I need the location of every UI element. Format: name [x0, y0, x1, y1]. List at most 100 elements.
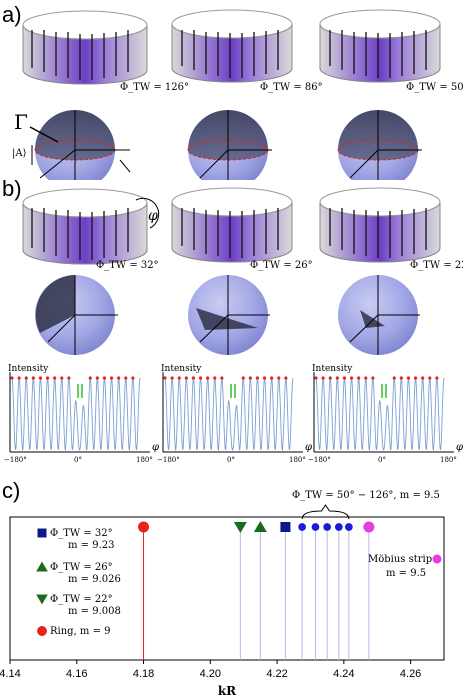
- data-point: [334, 523, 343, 660]
- intensity-peak: [277, 376, 281, 380]
- intensity-peak: [406, 376, 411, 380]
- intensity-peak: [170, 376, 174, 380]
- intensity-peak: [248, 376, 252, 380]
- intensity-peak: [45, 376, 50, 380]
- angle-b3: Φ_TW = 22°: [410, 260, 463, 271]
- intensity-xtick: 0°: [378, 456, 386, 464]
- panel-a-strips: [22, 9, 441, 180]
- panel-label-c: c): [2, 478, 21, 503]
- legend-entry: Φ_TW = 32°m = 9.23: [37, 528, 114, 551]
- intensity-peak: [213, 376, 217, 380]
- sphere-a1: [34, 110, 131, 180]
- legend-line1: Φ_TW = 22°: [50, 594, 113, 605]
- strip-a2: [171, 9, 293, 83]
- intensity-peak: [24, 376, 28, 380]
- intensity-peak: [10, 376, 14, 380]
- data-point: [233, 522, 247, 660]
- x-tick-label: 4.24: [333, 668, 354, 680]
- intensity-plot-1: Intensity φ −180° 0° 180°: [4, 364, 159, 464]
- legend-line1: Ring, m = 9: [50, 626, 111, 637]
- intensity-peak: [342, 376, 347, 380]
- data-point: [138, 521, 150, 660]
- angle-a3: Φ_TW = 50°: [406, 82, 463, 93]
- x-tick-label: 4.16: [66, 668, 87, 680]
- intensity-curve: [11, 376, 141, 452]
- mobius-label: Möbius strip m = 9.5: [368, 554, 442, 579]
- intensity-peak: [364, 376, 368, 380]
- intensity-ylabel: Intensity: [312, 364, 353, 374]
- gamma-label: Γ: [14, 110, 28, 134]
- legend: Φ_TW = 32°m = 9.23Φ_TW = 26°m = 9.026Φ_T…: [36, 528, 121, 637]
- intensity-peak: [95, 376, 99, 380]
- data-point: [363, 521, 375, 660]
- legend-line1: Φ_TW = 26°: [50, 562, 113, 573]
- x-tick-label: 4.20: [200, 668, 221, 680]
- intensity-curve: [164, 376, 294, 452]
- mobius-line1: Möbius strip: [368, 554, 432, 565]
- intensity-peak: [191, 376, 196, 380]
- sphere-a2: [187, 110, 272, 180]
- intensity-peak: [184, 376, 188, 380]
- intensity-peak: [220, 376, 224, 380]
- panel-b-strips: [22, 187, 441, 355]
- data-point: [345, 523, 353, 660]
- data-point: [253, 521, 267, 660]
- mobius-marker: [432, 554, 442, 564]
- intensity-peak: [38, 376, 43, 380]
- intensity-xsymbol: φ: [305, 442, 312, 453]
- intensity-peak: [117, 376, 121, 380]
- intensity-peak: [392, 376, 396, 380]
- strip-b1: [22, 188, 160, 265]
- intensity-peak: [206, 376, 210, 380]
- intensity-xtick: 180°: [440, 456, 457, 464]
- intensity-peak: [270, 376, 274, 380]
- intensity-xtick: 0°: [74, 456, 82, 464]
- abs-a-label: |A⟩: [12, 148, 27, 159]
- intensity-peak: [349, 376, 354, 380]
- legend-line1: Φ_TW = 32°: [50, 528, 113, 539]
- angle-a1: Φ_TW = 126°: [120, 82, 189, 93]
- sphere-b3: [338, 275, 420, 355]
- legend-entry: Φ_TW = 26°m = 9.026: [36, 561, 121, 585]
- intensity-peak: [314, 376, 318, 380]
- intensity-peak: [17, 376, 21, 380]
- strip-a3: [319, 9, 441, 83]
- legend-line2: m = 9.008: [68, 606, 121, 617]
- intensity-peak: [284, 376, 288, 380]
- intensity-peak: [241, 376, 245, 380]
- intensity-xtick: 0°: [227, 456, 235, 464]
- intensity-peak: [421, 376, 425, 380]
- intensity-xtick: −180°: [157, 456, 180, 464]
- x-tick-label: 4.22: [266, 668, 287, 680]
- data-point: [298, 523, 306, 660]
- intensity-peak: [177, 376, 181, 380]
- sphere-b2: [188, 275, 270, 355]
- intensity-peak: [60, 376, 64, 380]
- panel-label-a: a): [2, 2, 22, 27]
- intensity-ylabel: Intensity: [161, 364, 202, 374]
- legend-line2: m = 9.026: [68, 574, 121, 585]
- panel-label-b: b): [2, 176, 22, 201]
- intensity-peak: [262, 376, 267, 380]
- x-tick-label: 4.14: [0, 668, 21, 680]
- intensity-peak: [328, 376, 332, 380]
- x-tick-label: 4.26: [400, 668, 421, 680]
- intensity-peak: [67, 376, 71, 380]
- strip-b3: [319, 187, 441, 263]
- intensity-xtick: −180°: [4, 456, 27, 464]
- intensity-peak: [109, 376, 114, 380]
- intensity-xsymbol: φ: [456, 442, 463, 453]
- intensity-ylabel: Intensity: [8, 364, 49, 374]
- bracket-label: Φ_TW = 50° − 126°, m = 9.5: [292, 490, 440, 501]
- intensity-peak: [371, 376, 375, 380]
- intensity-xtick: 180°: [289, 456, 306, 464]
- kr-chart: 4.14 4.16 4.18 4.20 4.22 4.24 4.26 kR Φ_TW = 50°…: [0, 490, 445, 698]
- intensity-peak: [53, 376, 57, 380]
- angle-b2: Φ_TW = 26°: [250, 260, 313, 271]
- sphere-a3: [337, 110, 422, 180]
- intensity-xtick: 180°: [136, 456, 153, 464]
- intensity-peak: [335, 376, 339, 380]
- legend-entry: Ring, m = 9: [37, 626, 111, 637]
- chart-frame: [9, 516, 445, 661]
- intensity-peak: [435, 376, 439, 380]
